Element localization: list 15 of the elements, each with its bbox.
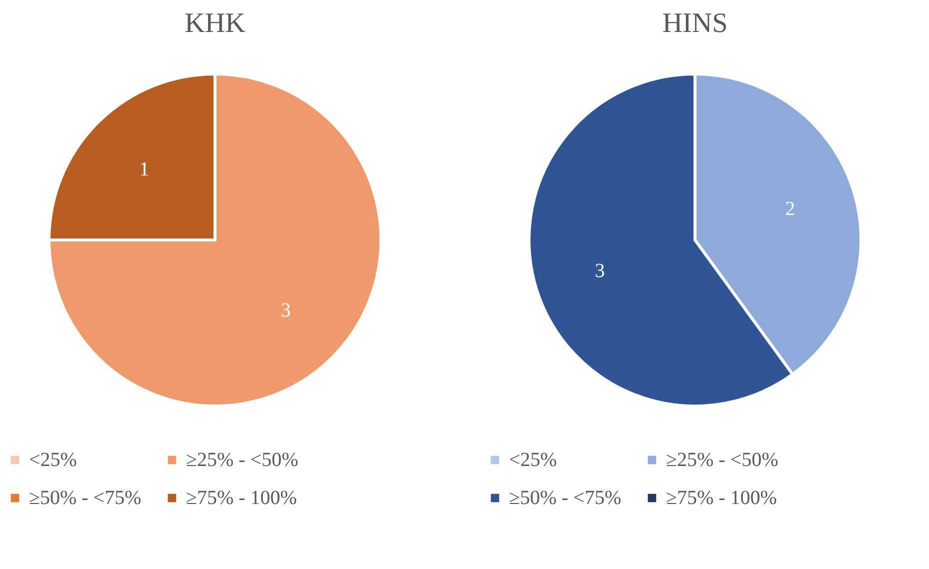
data-label: 1: [139, 158, 150, 180]
legend-label: ≥50% - <75%: [509, 487, 622, 509]
legend-label: ≥25% - <50%: [186, 449, 298, 471]
legend-label: ≥75% - 100%: [186, 487, 297, 509]
chart-title: KHK: [184, 8, 246, 39]
pie-slice: [48, 72, 382, 408]
legend-label: ≥25% - <50%: [666, 449, 778, 471]
chart-title: HINS: [662, 8, 728, 39]
legend-label: ≥50% - <75%: [29, 487, 142, 509]
data-label: 2: [785, 198, 796, 220]
legend-label: <25%: [509, 449, 557, 471]
legend-label: <25%: [29, 449, 77, 471]
data-label: 3: [594, 260, 605, 282]
data-label: 3: [280, 300, 291, 322]
legend-label: ≥75% - 100%: [666, 487, 777, 509]
